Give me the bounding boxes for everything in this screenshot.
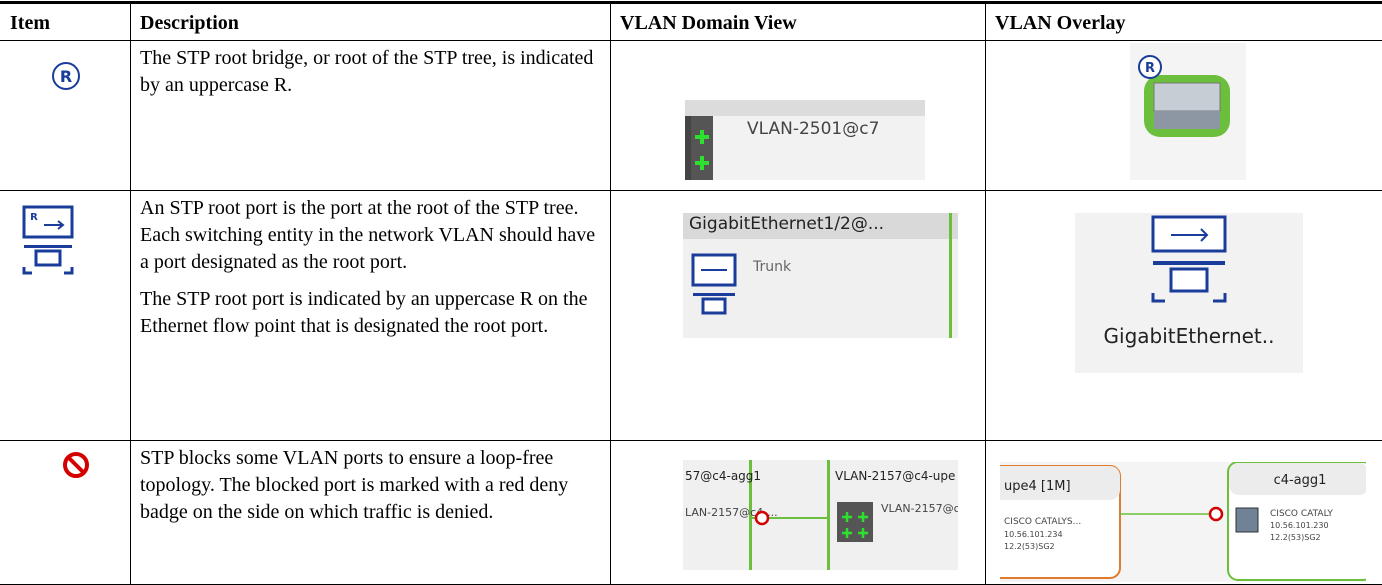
- screenshot-text: GigabitEthernet1/2@...: [689, 214, 884, 234]
- domain-view-screenshot: VLAN-2501@c7: [685, 100, 925, 180]
- description: An STP root port is the port at the root…: [140, 195, 605, 350]
- overlay-screenshot: GigabitEthernet..: [1075, 213, 1303, 373]
- deny-badge-icon: [63, 452, 89, 478]
- header-cell: VLAN Domain View: [620, 12, 797, 34]
- column-rule: [610, 2, 611, 585]
- description: STP blocks some VLAN ports to ensure a l…: [140, 445, 605, 536]
- icon-label: R: [1145, 61, 1155, 76]
- header-cell: Description: [140, 12, 239, 34]
- screenshot-text: VLAN-2157@c4: [881, 502, 958, 515]
- screenshot-text: VLAN-2501@c7: [747, 119, 879, 139]
- domain-view-screenshot: 57@c4-agg1 VLAN-2157@c4-upe LAN-2157@c4-…: [683, 460, 958, 570]
- screenshot-text: VLAN-2157@c4-upe: [835, 469, 955, 483]
- description: The STP root bridge, or root of the STP …: [140, 45, 605, 109]
- screenshot-text: Trunk: [752, 259, 792, 275]
- screenshot-text: LAN-2157@c4-...: [685, 506, 778, 519]
- screenshot-text: c4-agg1: [1274, 473, 1327, 488]
- screenshot-text: 12.2(53)SG2: [1270, 533, 1321, 542]
- screenshot-text: 57@c4-agg1: [685, 469, 761, 483]
- screenshot-text: 12.2(53)SG2: [1004, 542, 1055, 551]
- screenshot-text: GigabitEthernet..: [1104, 324, 1275, 348]
- column-rule: [985, 2, 986, 585]
- header-cell: VLAN Overlay: [995, 12, 1126, 34]
- root-port-icon: R: [22, 205, 74, 275]
- row-rule: [0, 440, 1382, 441]
- screenshot-text: CISCO CATALY: [1270, 509, 1333, 519]
- screenshot-text: 10.56.101.234: [1004, 530, 1063, 539]
- paragraph: The STP root port is indicated by an upp…: [140, 288, 588, 337]
- paragraph: An STP root port is the port at the root…: [140, 197, 596, 273]
- overlay-screenshot: R: [1130, 43, 1246, 180]
- table-top-rule: [0, 1, 1382, 4]
- column-rule: [130, 2, 131, 585]
- paragraph: The STP root bridge, or root of the STP …: [140, 47, 594, 96]
- screenshot-text: 10.56.101.230: [1270, 521, 1329, 530]
- icon-label: R: [30, 212, 38, 223]
- icon-label: R: [60, 67, 72, 86]
- overlay-screenshot: upe4 [1M] CISCO CATALYS... 10.56.101.234…: [1000, 462, 1366, 582]
- row-rule: [0, 40, 1382, 41]
- screenshot-text: upe4 [1M]: [1004, 479, 1071, 494]
- screenshot-text: CISCO CATALYS...: [1004, 517, 1081, 527]
- row-rule: [0, 190, 1382, 191]
- paragraph: STP blocks some VLAN ports to ensure a l…: [140, 447, 569, 523]
- root-bridge-icon: R: [52, 62, 80, 90]
- header-cell: Item: [10, 12, 50, 34]
- domain-view-screenshot: GigabitEthernet1/2@... Trunk: [683, 213, 958, 338]
